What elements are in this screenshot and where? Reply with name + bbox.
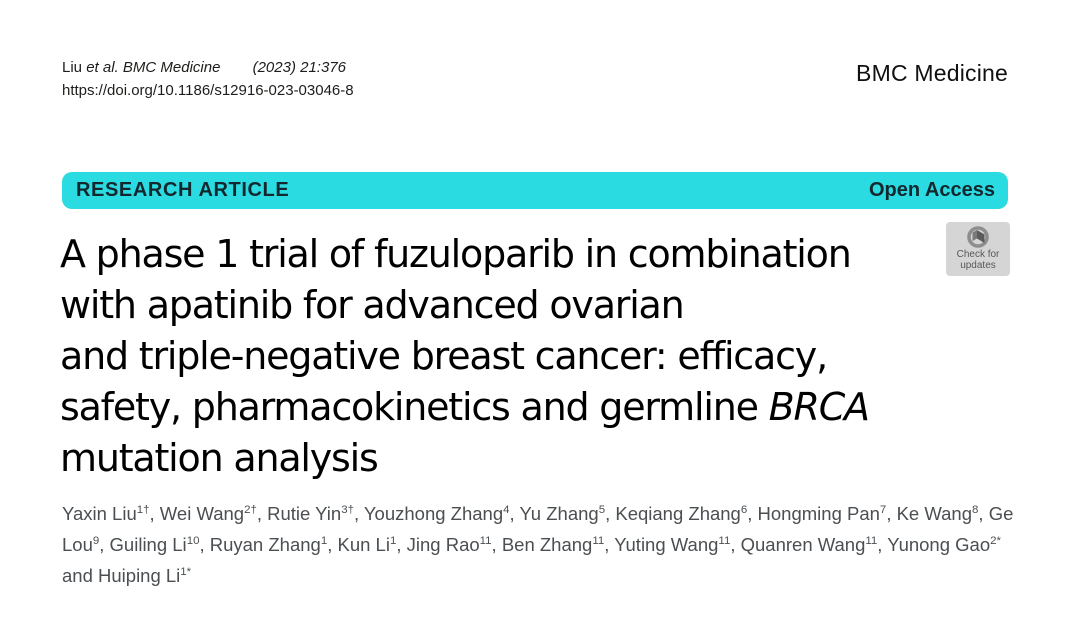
title-segment: with apatinib for advanced ovarian bbox=[60, 283, 685, 327]
author-affiliation-superscript: 2* bbox=[990, 534, 1001, 547]
title-segment: A phase 1 trial of fuzuloparib in combin… bbox=[60, 232, 852, 276]
author-affiliation-superscript: 1 bbox=[320, 534, 328, 547]
title-segment: mutation analysis bbox=[60, 436, 379, 480]
author-name: Huiping Li bbox=[98, 565, 181, 586]
open-access-label: Open Access bbox=[869, 179, 995, 201]
author-name: Rutie Yin bbox=[267, 503, 342, 524]
article-title: A phase 1 trial of fuzuloparib in combin… bbox=[60, 229, 960, 484]
research-article-label: RESEARCH ARTICLE bbox=[76, 179, 290, 201]
author-affiliation-superscript: 1 bbox=[389, 534, 397, 547]
author-affiliation-superscript: 3† bbox=[341, 503, 354, 516]
author-name: Yu Zhang bbox=[519, 503, 599, 524]
author-name: Kun Li bbox=[337, 534, 390, 555]
author-name: Keqiang Zhang bbox=[615, 503, 741, 524]
author-affiliation-superscript: 11 bbox=[865, 534, 878, 547]
title-segment: and triple-negative breast cancer: effic… bbox=[60, 334, 828, 378]
author-affiliation-superscript: 6 bbox=[740, 503, 748, 516]
author-name: Ben Zhang bbox=[501, 534, 593, 555]
author-affiliation-superscript: 2† bbox=[244, 503, 257, 516]
author-name: Hongming Pan bbox=[757, 503, 880, 524]
author-name: Ge Lou bbox=[62, 503, 1014, 555]
check-for-updates-label: Check for updates bbox=[956, 249, 1000, 271]
author-name: Ke Wang bbox=[896, 503, 973, 524]
doi-link[interactable]: https://doi.org/10.1186/s12916-023-03046… bbox=[62, 82, 354, 99]
author-name: Yaxin Liu bbox=[62, 503, 137, 524]
citation-lead-author: Liu bbox=[62, 59, 83, 76]
author-affiliation-superscript: 1* bbox=[180, 565, 192, 578]
author-affiliation-superscript: 9 bbox=[92, 534, 100, 547]
check-for-updates-button[interactable]: Check for updates bbox=[946, 222, 1010, 276]
author-name: Youzhong Zhang bbox=[363, 503, 504, 524]
author-name: Quanren Wang bbox=[740, 534, 866, 555]
author-affiliation-superscript: 1† bbox=[136, 503, 150, 516]
author-name: Yunong Gao bbox=[887, 534, 991, 555]
journal-name: BMC Medicine bbox=[856, 60, 1008, 86]
author-name: Jing Rao bbox=[406, 534, 480, 555]
author-affiliation-superscript: 11 bbox=[592, 534, 605, 547]
author-name: Yuting Wang bbox=[614, 534, 719, 555]
citation-line: Liu et al. BMC Medicine (2023) 21:376 bbox=[62, 57, 346, 79]
crossmark-icon bbox=[967, 226, 989, 248]
author-affiliation-superscript: 4 bbox=[503, 503, 510, 516]
citation-journal-italic: et al. BMC Medicine bbox=[86, 59, 221, 76]
author-list: Yaxin Liu1†, Wei Wang2†, Rutie Yin3†, Yo… bbox=[62, 503, 1014, 586]
author-affiliation-superscript: 8 bbox=[972, 503, 979, 516]
author-name: Guiling Li bbox=[109, 534, 187, 555]
author-affiliation-superscript: 11 bbox=[479, 534, 492, 547]
author-affiliation-superscript: 7 bbox=[879, 503, 887, 516]
author-affiliation-superscript: 11 bbox=[718, 534, 731, 547]
author-name: Ruyan Zhang bbox=[209, 534, 321, 555]
citation-issue: (2023) 21:376 bbox=[252, 59, 346, 76]
author-affiliation-superscript: 10 bbox=[186, 534, 200, 547]
article-type-banner: RESEARCH ARTICLE Open Access bbox=[62, 172, 1008, 209]
author-name: Wei Wang bbox=[159, 503, 245, 524]
author-affiliation-superscript: 5 bbox=[598, 503, 606, 516]
title-segment: safety, pharmacokinetics and germline bbox=[60, 385, 769, 429]
title-italic-segment: BRCA bbox=[768, 385, 870, 429]
